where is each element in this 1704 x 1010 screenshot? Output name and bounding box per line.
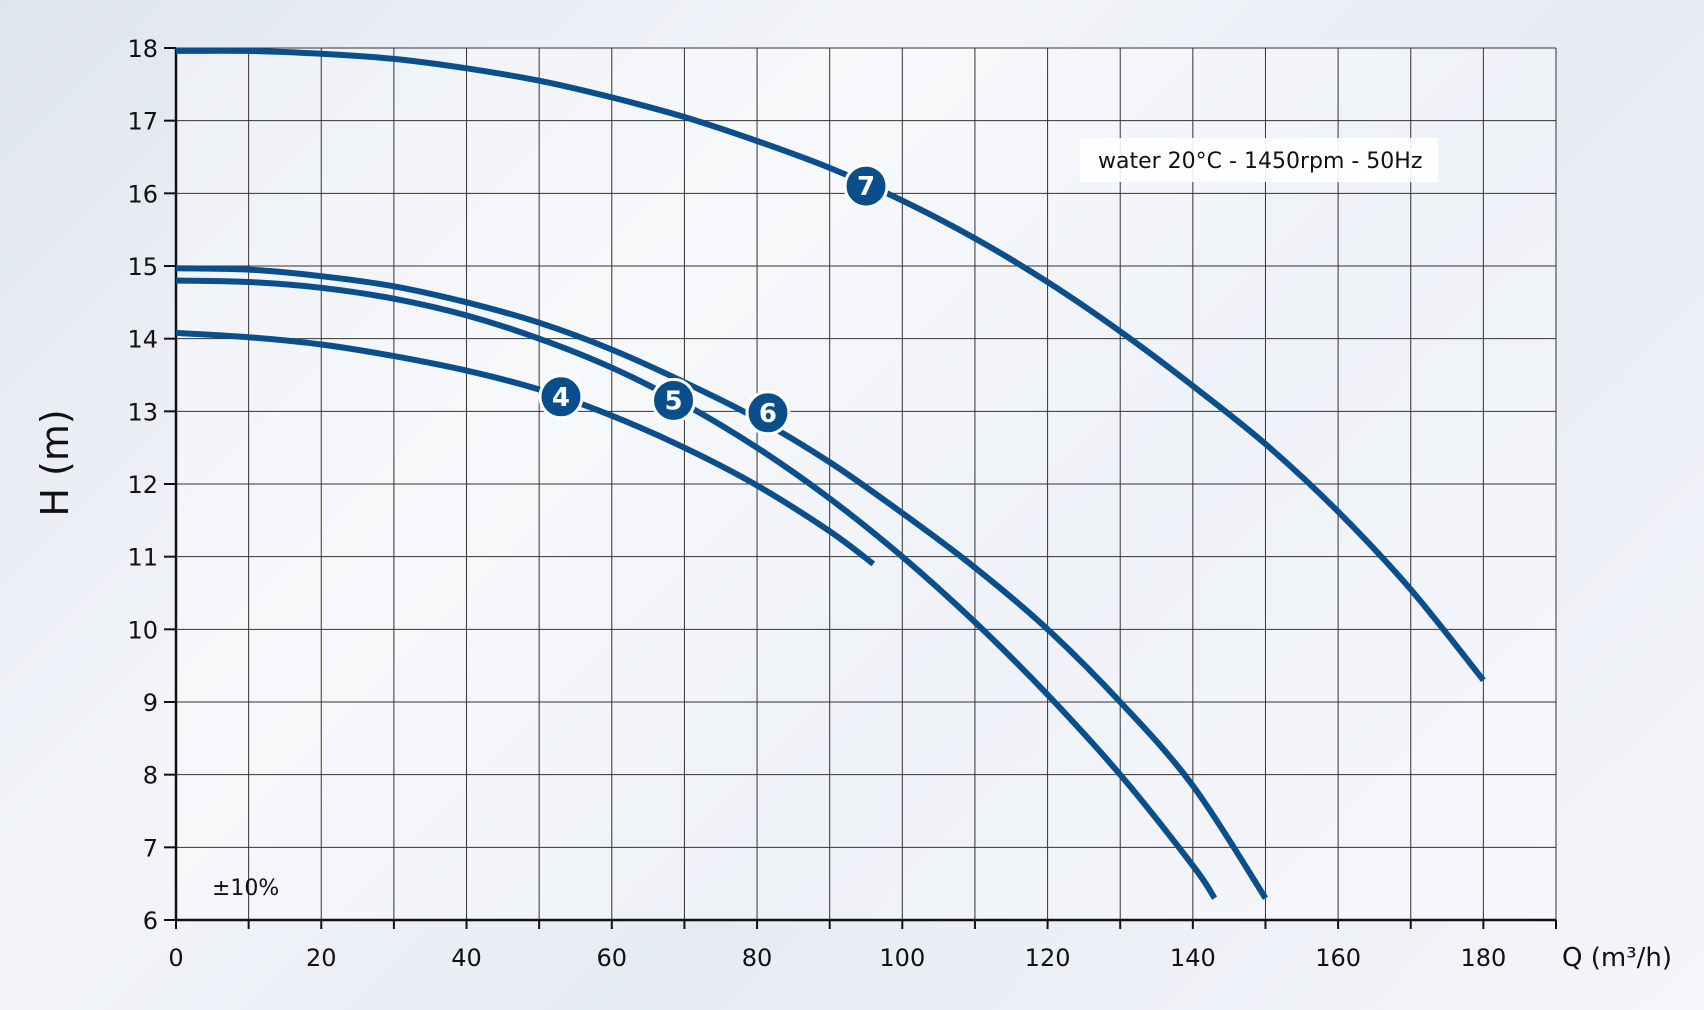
y-tick-label: 16: [127, 180, 158, 208]
badge-circle: [843, 163, 889, 209]
y-tick-label: 17: [127, 108, 158, 136]
x-tick-label: 40: [451, 944, 482, 972]
x-tick-label: 120: [1025, 944, 1071, 972]
x-tick-labels: 0 20 40 60 80 100 120 140 160 180: [168, 944, 1506, 972]
axes: [164, 47, 1557, 929]
x-tick-label: 20: [306, 944, 337, 972]
series-badge-4: 4: [538, 374, 584, 420]
y-tick-labels: 6 7 8 9 10 11 12 13 14 15 16 17 18: [127, 35, 158, 935]
grid-lines: [176, 47, 1557, 920]
series-badge-5: 5: [651, 377, 697, 423]
y-tick-label: 13: [127, 398, 158, 426]
badge-circle: [745, 390, 791, 436]
badge-circle: [538, 374, 584, 420]
x-tick-label: 100: [879, 944, 925, 972]
badge-label: 5: [664, 386, 682, 416]
badge-label: 4: [552, 383, 570, 413]
y-tick-label: 7: [143, 834, 158, 862]
series-badge-7: 7: [843, 163, 889, 209]
y-tick-label: 11: [127, 544, 158, 572]
series-line-5: [175, 277, 1218, 900]
annotation-box: [1080, 138, 1438, 182]
badge-circle: [651, 377, 697, 423]
tolerance-text: ±10%: [212, 876, 279, 901]
series-badges: 4 5 6 7: [538, 163, 889, 436]
y-tick-label: 15: [127, 253, 158, 281]
y-tick-label: 9: [143, 689, 158, 717]
x-tick-label: 160: [1315, 944, 1361, 972]
y-tick-label: 12: [127, 471, 158, 499]
series-badge-6: 6: [745, 390, 791, 436]
x-tick-label: 140: [1170, 944, 1216, 972]
y-tick-label: 14: [127, 326, 158, 354]
x-tick-label: 60: [597, 944, 628, 972]
badge-label: 6: [759, 399, 777, 429]
y-axis-label: H (m): [33, 409, 77, 516]
x-tick-label: 0: [168, 944, 183, 972]
annotation-text: water 20°C - 1450rpm - 50Hz: [1098, 149, 1422, 174]
x-axis-label: Q (m³/h): [1562, 943, 1672, 973]
y-tick-label: 6: [143, 907, 158, 935]
x-tick-label: 180: [1460, 944, 1506, 972]
y-tick-label: 8: [143, 762, 158, 790]
badge-label: 7: [857, 172, 875, 202]
y-tick-label: 10: [127, 616, 158, 644]
x-tick-label: 80: [742, 944, 773, 972]
series-line-4: [175, 329, 876, 567]
y-tick-label: 18: [127, 35, 158, 63]
